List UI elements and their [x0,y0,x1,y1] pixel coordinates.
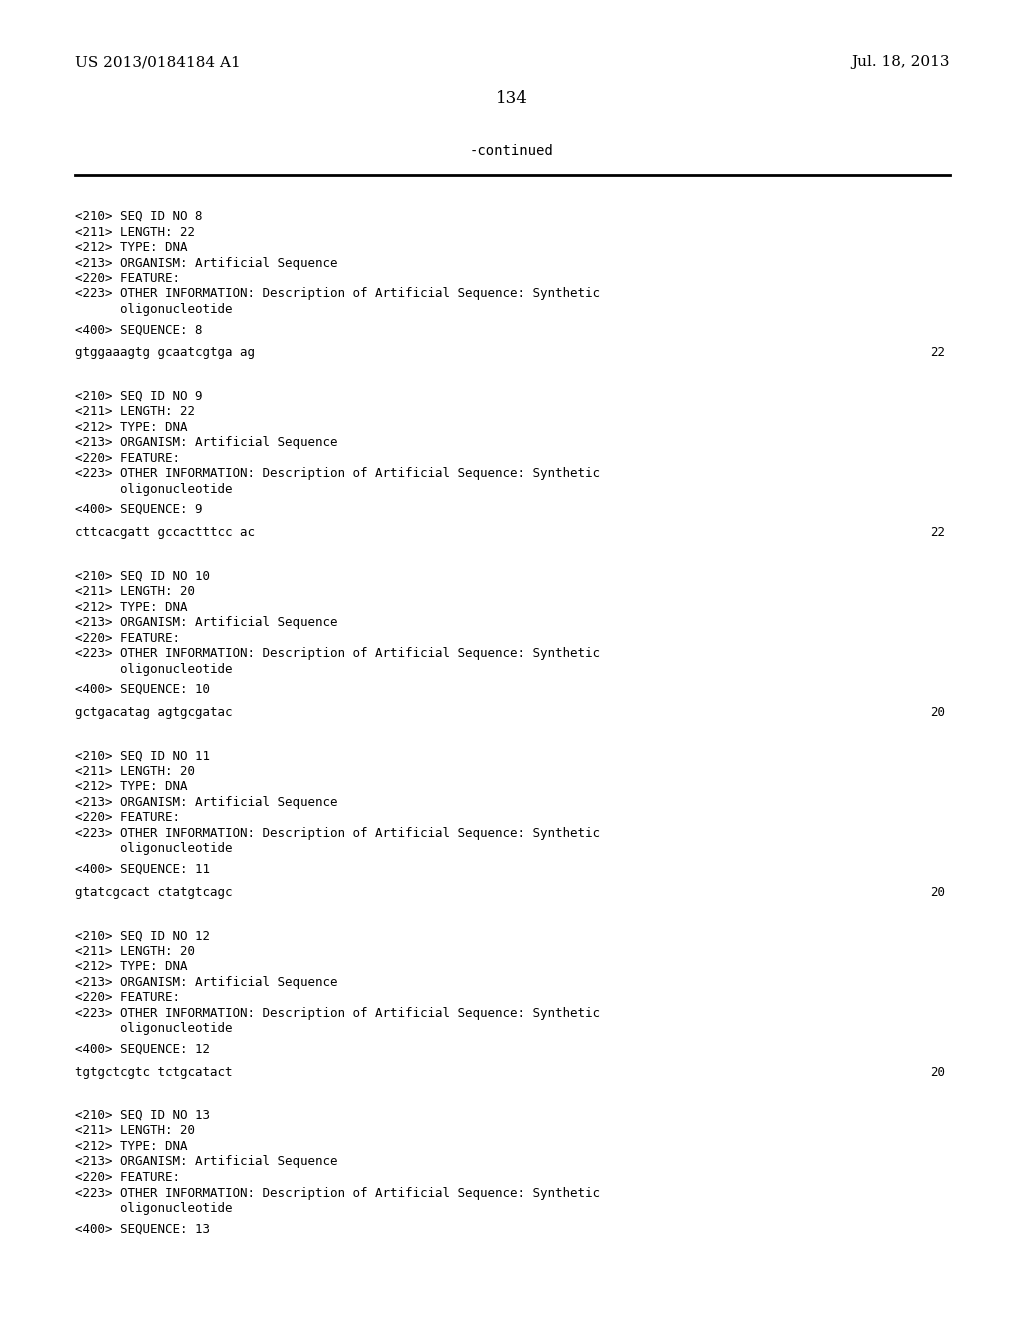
Text: <223> OTHER INFORMATION: Description of Artificial Sequence: Synthetic: <223> OTHER INFORMATION: Description of … [75,288,600,301]
Text: <400> SEQUENCE: 8: <400> SEQUENCE: 8 [75,323,203,337]
Text: <400> SEQUENCE: 11: <400> SEQUENCE: 11 [75,862,210,875]
Text: oligonucleotide: oligonucleotide [75,304,232,315]
Text: oligonucleotide: oligonucleotide [75,1022,232,1035]
Text: <212> TYPE: DNA: <212> TYPE: DNA [75,960,187,973]
Text: <212> TYPE: DNA: <212> TYPE: DNA [75,1140,187,1152]
Text: oligonucleotide: oligonucleotide [75,842,232,855]
Text: <220> FEATURE:: <220> FEATURE: [75,1171,180,1184]
Text: <211> LENGTH: 20: <211> LENGTH: 20 [75,945,195,958]
Text: <400> SEQUENCE: 10: <400> SEQUENCE: 10 [75,682,210,696]
Text: <211> LENGTH: 20: <211> LENGTH: 20 [75,585,195,598]
Text: 22: 22 [930,527,945,539]
Text: oligonucleotide: oligonucleotide [75,483,232,496]
Text: <212> TYPE: DNA: <212> TYPE: DNA [75,242,187,253]
Text: <220> FEATURE:: <220> FEATURE: [75,812,180,825]
Text: <213> ORGANISM: Artificial Sequence: <213> ORGANISM: Artificial Sequence [75,256,338,269]
Text: -continued: -continued [470,144,554,158]
Text: 20: 20 [930,886,945,899]
Text: <400> SEQUENCE: 12: <400> SEQUENCE: 12 [75,1043,210,1056]
Text: <223> OTHER INFORMATION: Description of Artificial Sequence: Synthetic: <223> OTHER INFORMATION: Description of … [75,647,600,660]
Text: Jul. 18, 2013: Jul. 18, 2013 [852,55,950,69]
Text: US 2013/0184184 A1: US 2013/0184184 A1 [75,55,241,69]
Text: <213> ORGANISM: Artificial Sequence: <213> ORGANISM: Artificial Sequence [75,975,338,989]
Text: <212> TYPE: DNA: <212> TYPE: DNA [75,601,187,614]
Text: 20: 20 [930,1065,945,1078]
Text: <213> ORGANISM: Artificial Sequence: <213> ORGANISM: Artificial Sequence [75,796,338,809]
Text: <211> LENGTH: 20: <211> LENGTH: 20 [75,764,195,777]
Text: <400> SEQUENCE: 13: <400> SEQUENCE: 13 [75,1222,210,1236]
Text: <212> TYPE: DNA: <212> TYPE: DNA [75,780,187,793]
Text: 20: 20 [930,706,945,719]
Text: <210> SEQ ID NO 12: <210> SEQ ID NO 12 [75,929,210,942]
Text: <213> ORGANISM: Artificial Sequence: <213> ORGANISM: Artificial Sequence [75,437,338,449]
Text: <211> LENGTH: 22: <211> LENGTH: 22 [75,405,195,418]
Text: <223> OTHER INFORMATION: Description of Artificial Sequence: Synthetic: <223> OTHER INFORMATION: Description of … [75,467,600,480]
Text: gtggaaagtg gcaatcgtga ag: gtggaaagtg gcaatcgtga ag [75,346,255,359]
Text: <210> SEQ ID NO 8: <210> SEQ ID NO 8 [75,210,203,223]
Text: <210> SEQ ID NO 9: <210> SEQ ID NO 9 [75,389,203,403]
Text: <223> OTHER INFORMATION: Description of Artificial Sequence: Synthetic: <223> OTHER INFORMATION: Description of … [75,1007,600,1019]
Text: tgtgctcgtc tctgcatact: tgtgctcgtc tctgcatact [75,1065,232,1078]
Text: <400> SEQUENCE: 9: <400> SEQUENCE: 9 [75,503,203,516]
Text: <212> TYPE: DNA: <212> TYPE: DNA [75,421,187,434]
Text: <210> SEQ ID NO 10: <210> SEQ ID NO 10 [75,570,210,582]
Text: <210> SEQ ID NO 13: <210> SEQ ID NO 13 [75,1109,210,1122]
Text: oligonucleotide: oligonucleotide [75,1203,232,1214]
Text: <211> LENGTH: 22: <211> LENGTH: 22 [75,226,195,239]
Text: <220> FEATURE:: <220> FEATURE: [75,631,180,644]
Text: <220> FEATURE:: <220> FEATURE: [75,451,180,465]
Text: <210> SEQ ID NO 11: <210> SEQ ID NO 11 [75,750,210,763]
Text: <223> OTHER INFORMATION: Description of Artificial Sequence: Synthetic: <223> OTHER INFORMATION: Description of … [75,1187,600,1200]
Text: 134: 134 [496,90,528,107]
Text: gctgacatag agtgcgatac: gctgacatag agtgcgatac [75,706,232,719]
Text: <220> FEATURE:: <220> FEATURE: [75,991,180,1005]
Text: <213> ORGANISM: Artificial Sequence: <213> ORGANISM: Artificial Sequence [75,616,338,630]
Text: <223> OTHER INFORMATION: Description of Artificial Sequence: Synthetic: <223> OTHER INFORMATION: Description of … [75,826,600,840]
Text: cttcacgatt gccactttcc ac: cttcacgatt gccactttcc ac [75,527,255,539]
Text: <220> FEATURE:: <220> FEATURE: [75,272,180,285]
Text: oligonucleotide: oligonucleotide [75,663,232,676]
Text: 22: 22 [930,346,945,359]
Text: <211> LENGTH: 20: <211> LENGTH: 20 [75,1125,195,1138]
Text: gtatcgcact ctatgtcagc: gtatcgcact ctatgtcagc [75,886,232,899]
Text: <213> ORGANISM: Artificial Sequence: <213> ORGANISM: Artificial Sequence [75,1155,338,1168]
